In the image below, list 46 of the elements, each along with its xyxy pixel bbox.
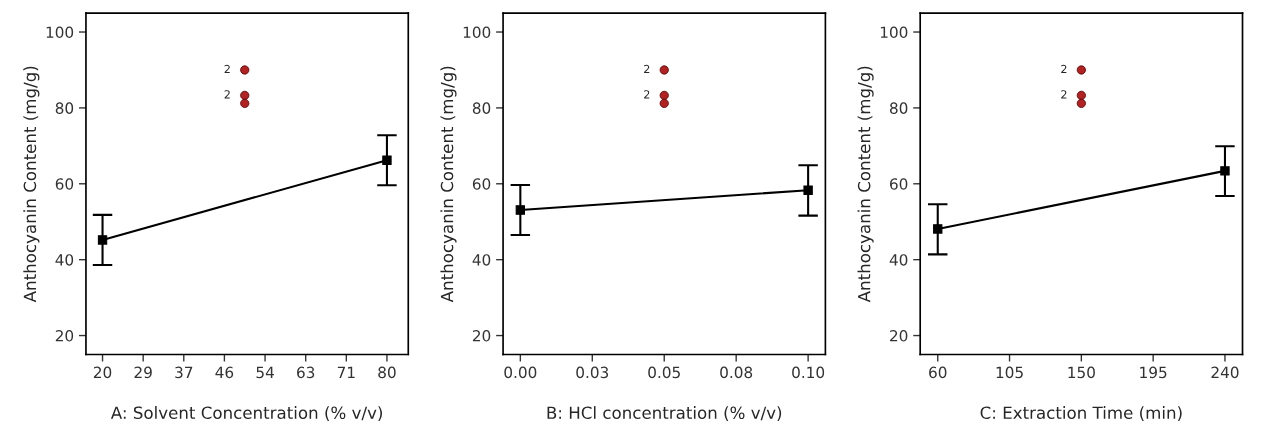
x-axis-title: C: Extraction Time (min) (980, 406, 1182, 421)
y-axis-title: Anthocyanin Content (mg/g) (440, 66, 457, 303)
x-tick-label: 46 (215, 366, 234, 379)
y-tick-label: 20 (890, 330, 908, 342)
y-tick-label: 80 (472, 102, 491, 114)
y-tick-label: 100 (463, 26, 491, 39)
y-tick-label: 100 (880, 26, 908, 39)
y-tick-label: 20 (472, 330, 491, 342)
y-tick-label: 40 (889, 254, 908, 266)
x-tick-label: 0.08 (720, 366, 753, 379)
y-tick-label: 100 (46, 26, 74, 39)
annotation: 2 (1061, 64, 1067, 74)
x-tick-label: 63 (297, 366, 315, 379)
x-tick-label: 37 (175, 366, 193, 379)
annotation: 2 (224, 90, 230, 99)
point (1220, 166, 1230, 176)
x-tick-label: 71 (337, 366, 355, 378)
y-axis-title: Anthocyanin Content (mg/g) (23, 66, 40, 303)
x-tick-label: 240 (1211, 366, 1239, 379)
x-axis-title: B: HCl concentration (% v/v) (547, 406, 782, 421)
annotation: 2 (224, 64, 230, 74)
x-tick-label: 29 (134, 366, 152, 379)
x-tick-label: 20 (93, 366, 112, 379)
x-tick-label: 0.03 (576, 366, 609, 379)
y-tick-label: 60 (472, 178, 491, 190)
x-axis-title: A: Solvent Concentration (% v/v) (110, 406, 382, 421)
y-tick-label: 80 (889, 102, 908, 114)
y-tick-label: 60 (55, 178, 74, 190)
y-tick-label: 40 (472, 254, 491, 266)
y-axis-title: Anthocyanin Content (mg/g) (857, 66, 874, 303)
y-tick-label: 60 (890, 178, 908, 190)
x-tick-label: 195 (1140, 366, 1167, 379)
y-tick-label: 20 (55, 330, 74, 342)
annotation: 2 (644, 90, 650, 99)
x-tick-label: 150 (1068, 366, 1095, 379)
annotation: 2 (1061, 90, 1067, 99)
x-tick-label: 0.00 (504, 366, 537, 379)
x-tick-label: 54 (256, 366, 274, 379)
y-tick-label: 80 (55, 102, 74, 114)
y-tick-label: 40 (55, 254, 74, 266)
annotation: 2 (644, 64, 650, 74)
x-tick-label: 0.05 (648, 366, 680, 379)
x-tick-label: 60 (929, 366, 947, 379)
x-tick-label: 80 (378, 366, 396, 379)
x-tick-label: 0.10 (792, 366, 825, 379)
x-tick-label: 105 (996, 366, 1023, 379)
